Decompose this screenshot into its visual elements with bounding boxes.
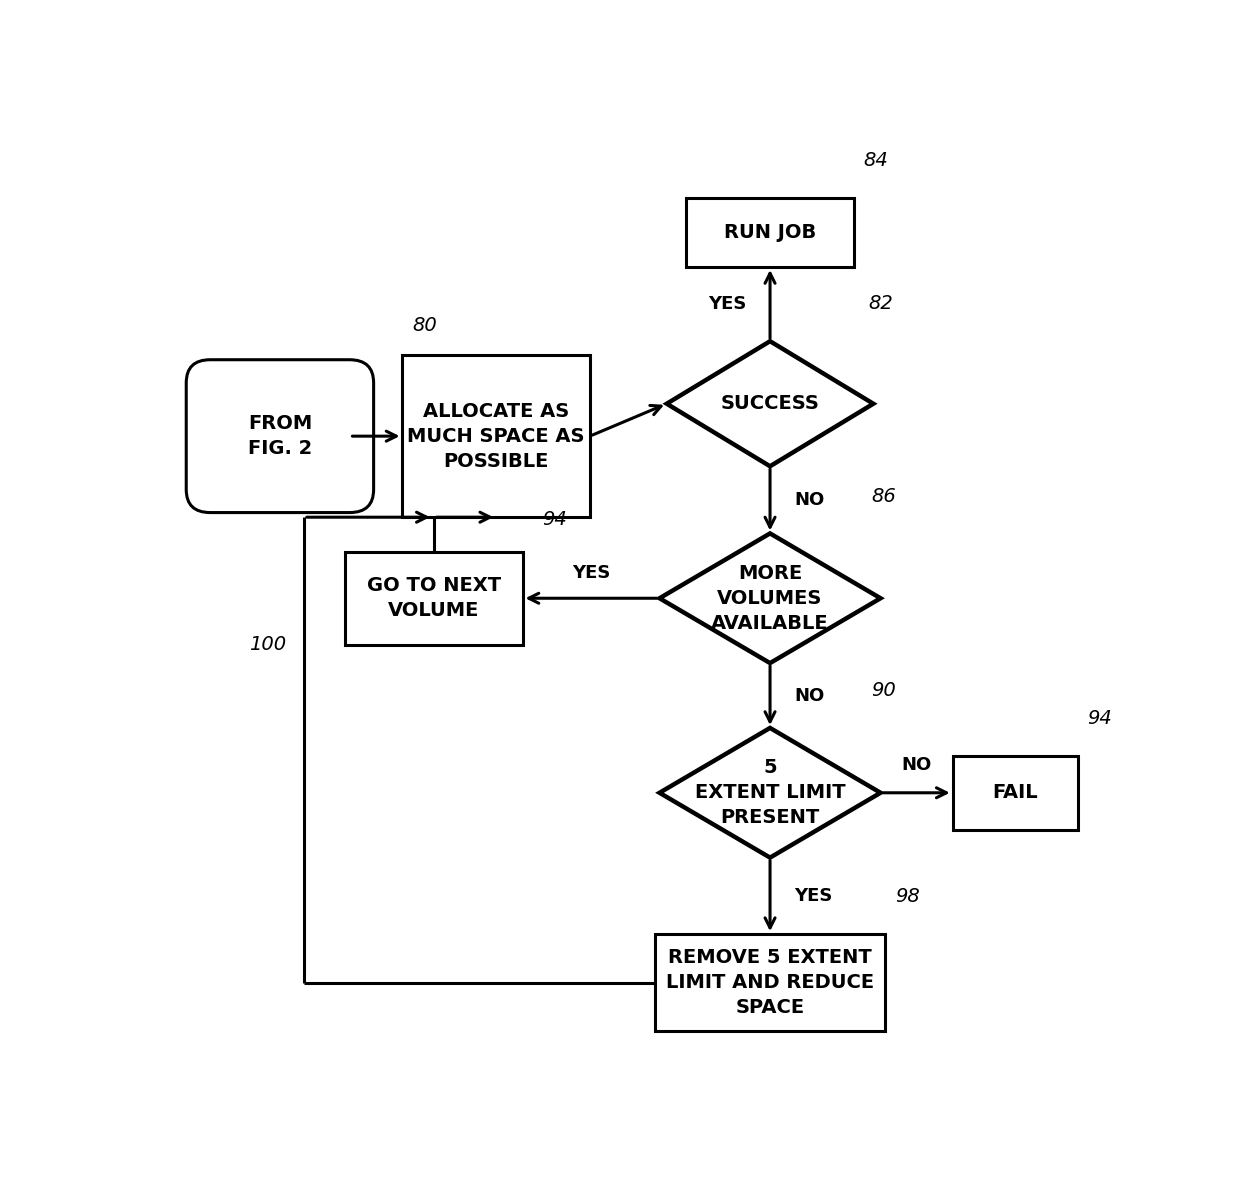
Text: RUN JOB: RUN JOB [724, 223, 816, 242]
Text: NO: NO [794, 687, 825, 705]
Polygon shape [667, 342, 873, 467]
Text: 90: 90 [870, 681, 895, 700]
Polygon shape [660, 533, 880, 663]
Text: FROM
FIG. 2: FROM FIG. 2 [248, 414, 312, 458]
Bar [403, 355, 590, 517]
Text: FAIL: FAIL [992, 783, 1038, 802]
FancyBboxPatch shape [186, 360, 373, 512]
Text: YES: YES [794, 887, 832, 905]
Text: 94: 94 [542, 510, 567, 529]
Bar [686, 197, 854, 267]
Text: GO TO NEXT
VOLUME: GO TO NEXT VOLUME [367, 576, 501, 621]
Text: 94: 94 [1087, 709, 1112, 728]
Text: 80: 80 [412, 315, 436, 334]
Text: MORE
VOLUMES
AVAILABLE: MORE VOLUMES AVAILABLE [712, 564, 828, 633]
Polygon shape [660, 728, 880, 858]
Text: 82: 82 [868, 295, 893, 314]
Text: NO: NO [794, 491, 825, 509]
Text: ALLOCATE AS
MUCH SPACE AS
POSSIBLE: ALLOCATE AS MUCH SPACE AS POSSIBLE [408, 402, 585, 470]
Text: REMOVE 5 EXTENT
LIMIT AND REDUCE
SPACE: REMOVE 5 EXTENT LIMIT AND REDUCE SPACE [666, 948, 874, 1018]
Bar [952, 755, 1078, 830]
Text: 84: 84 [864, 150, 889, 170]
Text: 100: 100 [249, 635, 286, 654]
Text: NO: NO [901, 757, 931, 775]
Bar [655, 934, 885, 1031]
Text: 5
EXTENT LIMIT
PRESENT: 5 EXTENT LIMIT PRESENT [694, 758, 846, 828]
Text: 86: 86 [870, 487, 895, 505]
Bar [345, 552, 522, 645]
Text: YES: YES [708, 295, 746, 313]
Text: 98: 98 [895, 888, 920, 906]
Text: SUCCESS: SUCCESS [720, 395, 820, 413]
Text: YES: YES [572, 563, 610, 581]
